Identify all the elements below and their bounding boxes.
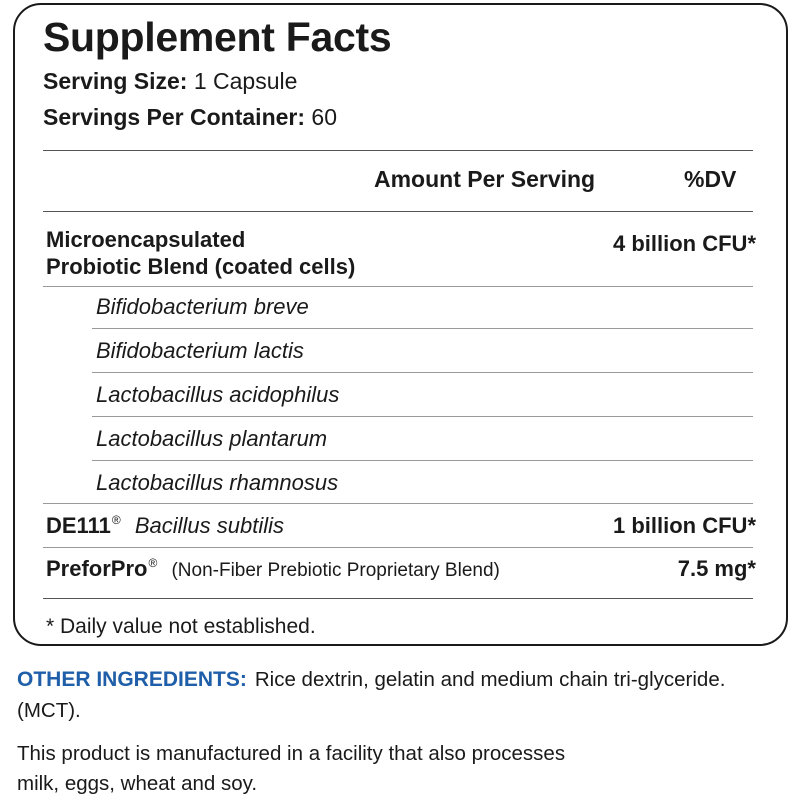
divider [43, 503, 753, 504]
strain-item: Bifidobacterium breve [96, 294, 309, 319]
divider [43, 150, 753, 151]
strain-item: Lactobacillus plantarum [96, 426, 328, 451]
serving-size-value: 1 Capsule [193, 68, 298, 94]
servings-per-container: Servings Per Container: 60 [43, 104, 337, 131]
daily-value-footnote: * Daily value not established. [46, 615, 316, 638]
divider [92, 372, 753, 373]
servings-per-container-label: Servings Per Container: [43, 104, 306, 130]
divider [43, 547, 753, 548]
serving-size-label: Serving Size: [43, 68, 188, 94]
serving-size: Serving Size: 1 Capsule [43, 68, 297, 95]
servings-per-container-value: 60 [311, 104, 338, 130]
de111-description: Bacillus subtilis [134, 513, 284, 538]
de111-amount: 1 billion CFU* [613, 513, 756, 538]
other-ingredients-text: Rice dextrin, gelatin and medium chain t… [17, 668, 726, 722]
de111-row: DE111® Bacillus subtilis [46, 513, 284, 539]
other-ingredients-label: OTHER INGREDIENTS: [17, 668, 247, 691]
strain-item: Bifidobacterium lactis [96, 338, 304, 363]
divider [43, 598, 753, 599]
label-title: Supplement Facts [43, 14, 392, 60]
divider [43, 286, 753, 287]
strain-item: Lactobacillus acidophilus [96, 382, 340, 407]
preforpro-name: PreforPro [46, 556, 148, 581]
preforpro-description: (Non-Fiber Prebiotic Proprietary Blend) [171, 560, 500, 581]
supplement-facts-panel [13, 3, 788, 646]
de111-name: DE111 [46, 513, 111, 538]
probiotic-blend-amount: 4 billion CFU* [613, 231, 756, 256]
divider [92, 328, 753, 329]
daily-value-header: %DV [684, 166, 737, 192]
registered-mark: ® [148, 556, 158, 570]
preforpro-row: PreforPro® (Non-Fiber Prebiotic Propriet… [46, 556, 500, 582]
strain-item: Lactobacillus rhamnosus [96, 470, 339, 495]
divider [92, 416, 753, 417]
divider [92, 460, 753, 461]
preforpro-amount: 7.5 mg* [677, 556, 756, 581]
other-ingredients: OTHER INGREDIENTS: Rice dextrin, gelatin … [17, 664, 757, 726]
amount-per-serving-header: Amount Per Serving [374, 166, 596, 192]
probiotic-blend-name: Microencapsulated Probiotic Blend (coate… [46, 227, 356, 279]
registered-mark: ® [111, 513, 121, 527]
facility-allergen-note: This product is manufactured in a facili… [17, 742, 566, 795]
divider [43, 211, 753, 212]
